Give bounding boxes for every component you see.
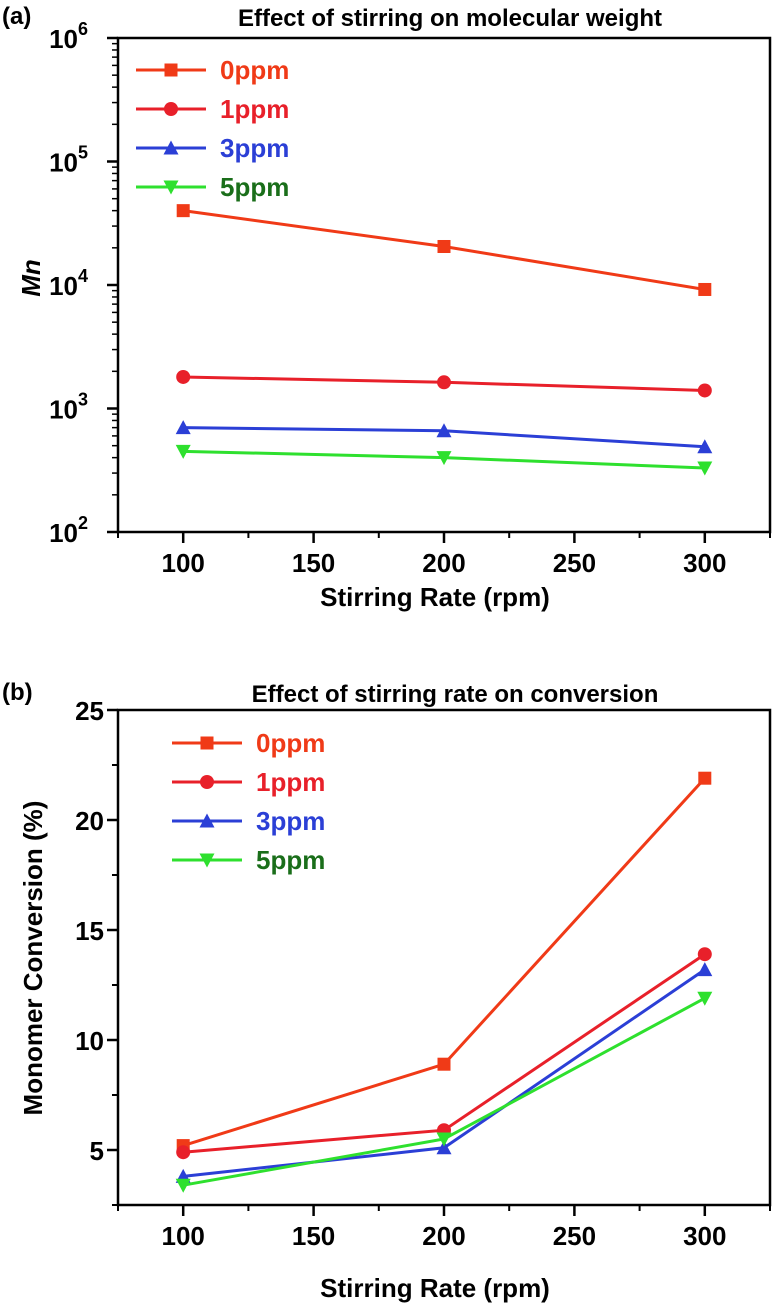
data-point-5ppm: [175, 444, 191, 459]
legend-marker-3ppm: [163, 140, 179, 155]
panel-b-legend: 0ppm 1ppm 3ppm 5ppm: [172, 728, 325, 875]
legend-label-0ppm: 0ppm: [220, 55, 289, 85]
panel-a-legend: 0ppm 1ppm 3ppm 5ppm: [136, 55, 289, 202]
x-tick-label: 150: [292, 1221, 335, 1251]
x-tick-label: 100: [162, 1221, 205, 1251]
x-tick-label: 150: [292, 548, 335, 578]
legend-marker-0ppm: [200, 736, 214, 750]
x-tick-label: 200: [422, 1221, 465, 1251]
legend-label-3ppm: 3ppm: [256, 806, 325, 836]
data-point-3ppm: [175, 420, 191, 435]
x-tick-label: 300: [683, 548, 726, 578]
panel-b-y-axis-label: Monomer Conversion (%): [18, 801, 48, 1116]
y-tick-label: 106: [49, 19, 88, 54]
data-point-1ppm: [176, 369, 191, 384]
data-point-1ppm: [437, 375, 451, 390]
data-point-3ppm: [697, 439, 713, 454]
data-point-5ppm: [436, 451, 452, 466]
y-tick-label: 102: [49, 513, 88, 548]
panel-a-label: (a): [2, 3, 31, 30]
data-point-0ppm: [176, 204, 190, 218]
data-point-5ppm: [697, 991, 713, 1006]
panel-a-y-axis-label: Mn: [16, 259, 46, 297]
legend-label-5ppm: 5ppm: [220, 172, 289, 202]
legend-label-5ppm: 5ppm: [256, 845, 325, 875]
legend-label-0ppm: 0ppm: [256, 728, 325, 758]
legend-marker-5ppm: [199, 853, 215, 868]
panel-b: (b) Effect of stirring rate on conversio…: [2, 679, 772, 1303]
data-point-3ppm: [436, 423, 452, 438]
legend-marker-5ppm: [163, 180, 179, 195]
y-tick-label: 105: [49, 143, 88, 178]
panel-b-series: [175, 771, 713, 1193]
legend-marker-1ppm: [164, 102, 178, 116]
panel-a-series: [175, 204, 713, 476]
y-tick-label: 20: [75, 806, 104, 836]
data-point-1ppm: [176, 1145, 191, 1160]
x-tick-label: 300: [683, 1221, 726, 1251]
panel-b-label: (b): [2, 679, 33, 706]
y-tick-label: 25: [75, 696, 104, 726]
y-tick-label: 104: [49, 266, 88, 301]
data-point-3ppm: [436, 1140, 452, 1155]
data-point-1ppm: [697, 383, 712, 398]
data-point-0ppm: [698, 771, 712, 785]
x-tick-label: 200: [422, 548, 465, 578]
data-point-5ppm: [436, 1132, 452, 1147]
x-tick-label: 100: [162, 548, 205, 578]
data-point-1ppm: [697, 947, 712, 962]
y-tick-label: 10: [75, 1026, 104, 1056]
series-line-5ppm: [182, 996, 706, 1187]
panel-b-x-axis-label: Stirring Rate (rpm): [320, 1273, 550, 1303]
y-tick-label: 5: [90, 1136, 104, 1166]
data-point-0ppm: [437, 239, 451, 253]
legend-marker-3ppm: [199, 813, 215, 828]
x-tick-label: 250: [553, 548, 596, 578]
data-point-0ppm: [437, 1057, 451, 1071]
legend-label-1ppm: 1ppm: [256, 767, 325, 797]
data-point-5ppm: [175, 1178, 191, 1193]
panel-a: (a) Effect of stirring on molecular weig…: [2, 3, 772, 612]
y-tick-label: 15: [75, 916, 104, 946]
data-point-5ppm: [697, 461, 713, 476]
panel-b-axes: 100 150 200 250 300 5 10 15 20 25: [75, 696, 772, 1251]
data-point-3ppm: [697, 962, 713, 977]
data-point-0ppm: [698, 282, 712, 296]
legend-label-3ppm: 3ppm: [220, 133, 289, 163]
panel-a-title: Effect of stirring on molecular weight: [238, 5, 662, 32]
panel-b-title: Effect of stirring rate on conversion: [252, 681, 659, 708]
panel-a-axes: 100 150 200 250 300 102 103 104 105 106: [49, 19, 772, 578]
legend-marker-1ppm: [200, 775, 214, 789]
legend-marker-0ppm: [164, 63, 178, 77]
panel-a-x-axis-label: Stirring Rate (rpm): [320, 582, 550, 612]
legend-label-1ppm: 1ppm: [220, 94, 289, 124]
x-tick-label: 250: [553, 1221, 596, 1251]
y-tick-label: 103: [49, 390, 88, 425]
